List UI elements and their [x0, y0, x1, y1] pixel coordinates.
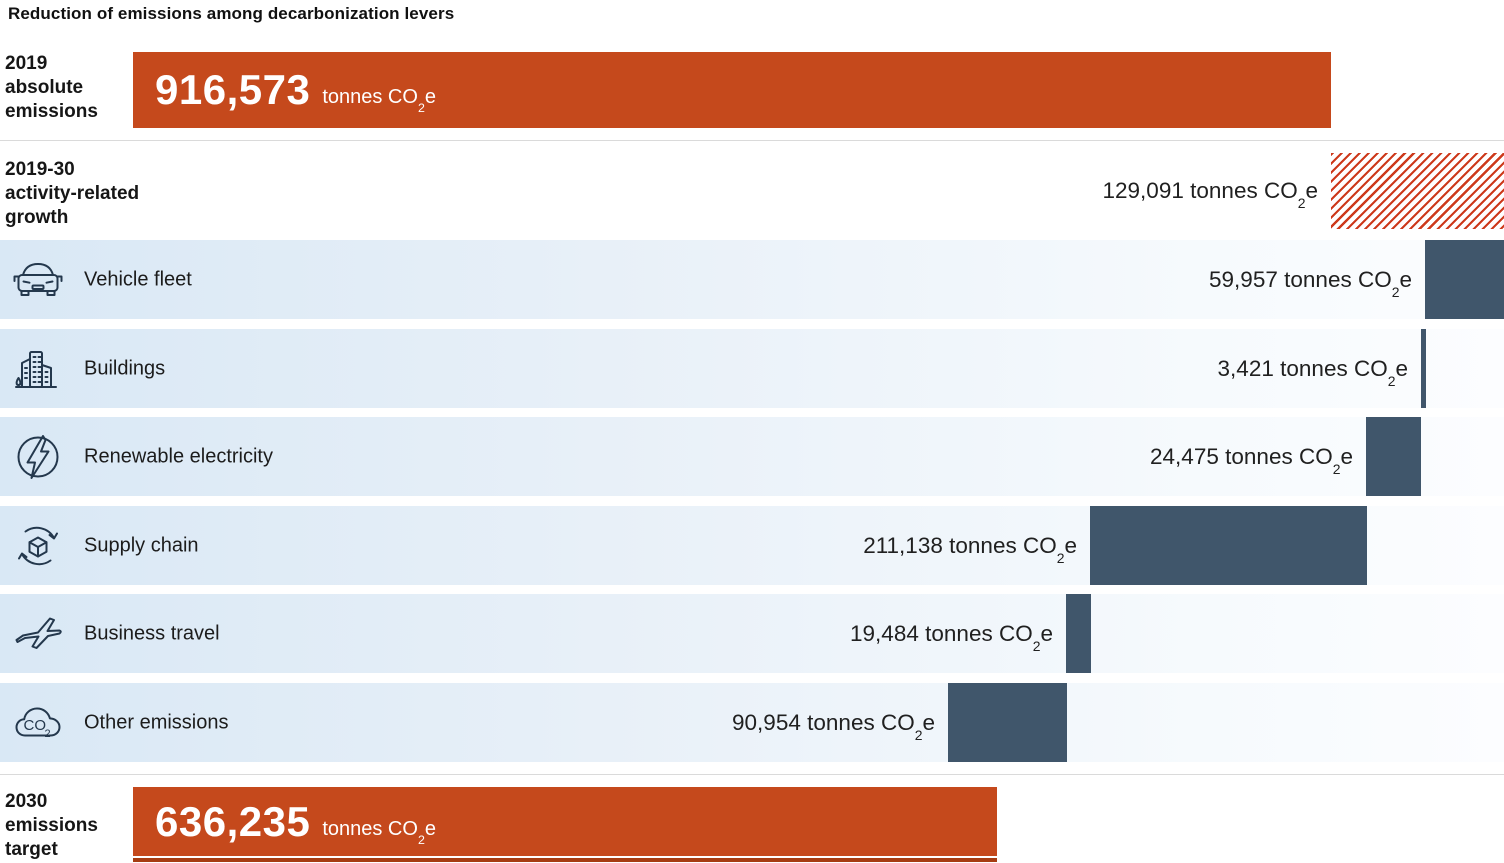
lever-bar [1425, 240, 1504, 319]
lever-value-number: 19,484 [850, 620, 919, 646]
growth-row-label-line: activity-related [5, 183, 140, 204]
co2-cloud-icon: CO 2 [12, 697, 64, 749]
start-row-label-line: absolute [5, 77, 84, 98]
lever-row: Renewable electricity 24,475 tonnes CO2e [0, 417, 1504, 496]
lever-value-unit: tonnes CO2e [925, 620, 1053, 654]
chart-title: Reduction of emissions among decarboniza… [8, 4, 455, 23]
lever-bar [1421, 329, 1426, 408]
start-row-label: 2019 absolute emissions [5, 52, 98, 124]
lever-row: Supply chain 211,138 tonnes CO2e [0, 506, 1504, 585]
airplane-icon [12, 608, 64, 660]
lever-value-number: 211,138 [863, 532, 943, 558]
lever-row: Buildings 3,421 tonnes CO2e [0, 329, 1504, 408]
lever-row: Business travel 19,484 tonnes CO2e [0, 594, 1504, 673]
car-icon [12, 254, 64, 306]
lever-label: Vehicle fleet [84, 268, 192, 290]
lever-value: 90,954 tonnes CO2e [732, 709, 935, 743]
lightning-icon [12, 431, 64, 483]
lever-bar [1090, 506, 1367, 585]
section-separator [0, 140, 1504, 141]
lever-value-unit: tonnes CO2e [807, 709, 935, 743]
growth-row-label: 2019-30 activity-related growth [5, 158, 139, 230]
lever-row: CO 2 Other emissions 90,954 tonnes CO2e [0, 683, 1504, 762]
lever-row: Vehicle fleet 59,957 tonnes CO2e [0, 240, 1504, 319]
lever-value-unit: tonnes CO2e [1280, 355, 1408, 389]
lever-label: Other emissions [84, 711, 229, 733]
growth-value-unit: tonnes CO2e [1190, 178, 1318, 212]
lever-value-number: 90,954 [732, 709, 801, 735]
end-bar-unit: tonnes CO2e [322, 817, 436, 847]
lever-value-unit: tonnes CO2e [1225, 443, 1353, 477]
lever-label: Buildings [84, 357, 166, 379]
lever-label: Renewable electricity [84, 445, 273, 467]
end-row-label-line: 2030 [5, 791, 48, 812]
start-bar-value: 916,573 [155, 66, 311, 113]
growth-value: 129,091 tonnes CO2e [1102, 178, 1318, 212]
end-emissions-bar: 636,235 tonnes CO2e [133, 787, 997, 856]
svg-text:2: 2 [45, 728, 51, 740]
start-emissions-bar: 916,573 tonnes CO2e [133, 52, 1331, 128]
lever-value: 3,421 tonnes CO2e [1217, 355, 1408, 389]
lever-bar [1366, 417, 1421, 496]
lever-label: Business travel [84, 622, 220, 644]
growth-hatched-bar [1331, 153, 1504, 229]
end-bar-value: 636,235 [155, 797, 311, 845]
start-row-label-line: 2019 [5, 53, 48, 74]
lever-bar [948, 683, 1067, 762]
lever-value-number: 3,421 [1217, 355, 1274, 381]
end-row-label-line: emissions [5, 815, 98, 836]
lever-value-unit: tonnes CO2e [949, 532, 1077, 566]
start-bar-unit: tonnes CO2e [322, 86, 436, 116]
lever-label: Supply chain [84, 534, 199, 556]
lever-value: 211,138 tonnes CO2e [863, 532, 1077, 566]
end-row-label: 2030 emissions target [5, 790, 98, 862]
lever-value: 24,475 tonnes CO2e [1150, 443, 1353, 477]
lever-value: 59,957 tonnes CO2e [1209, 266, 1412, 300]
lever-value-number: 24,475 [1150, 443, 1219, 469]
end-bar-strip [133, 858, 997, 862]
growth-value-number: 129,091 [1102, 178, 1184, 203]
section-separator [0, 774, 1504, 775]
start-row-label-line: emissions [5, 101, 98, 122]
svg-text:CO: CO [24, 717, 47, 734]
growth-row-label-line: growth [5, 207, 69, 228]
lever-value-unit: tonnes CO2e [1284, 266, 1412, 300]
buildings-icon [12, 343, 64, 395]
lever-bar [1066, 594, 1091, 673]
growth-row-label-line: 2019-30 [5, 159, 75, 180]
end-row-label-line: target [5, 839, 58, 860]
lever-value-number: 59,957 [1209, 266, 1278, 292]
supply-chain-icon [12, 520, 64, 572]
lever-value: 19,484 tonnes CO2e [850, 620, 1053, 654]
